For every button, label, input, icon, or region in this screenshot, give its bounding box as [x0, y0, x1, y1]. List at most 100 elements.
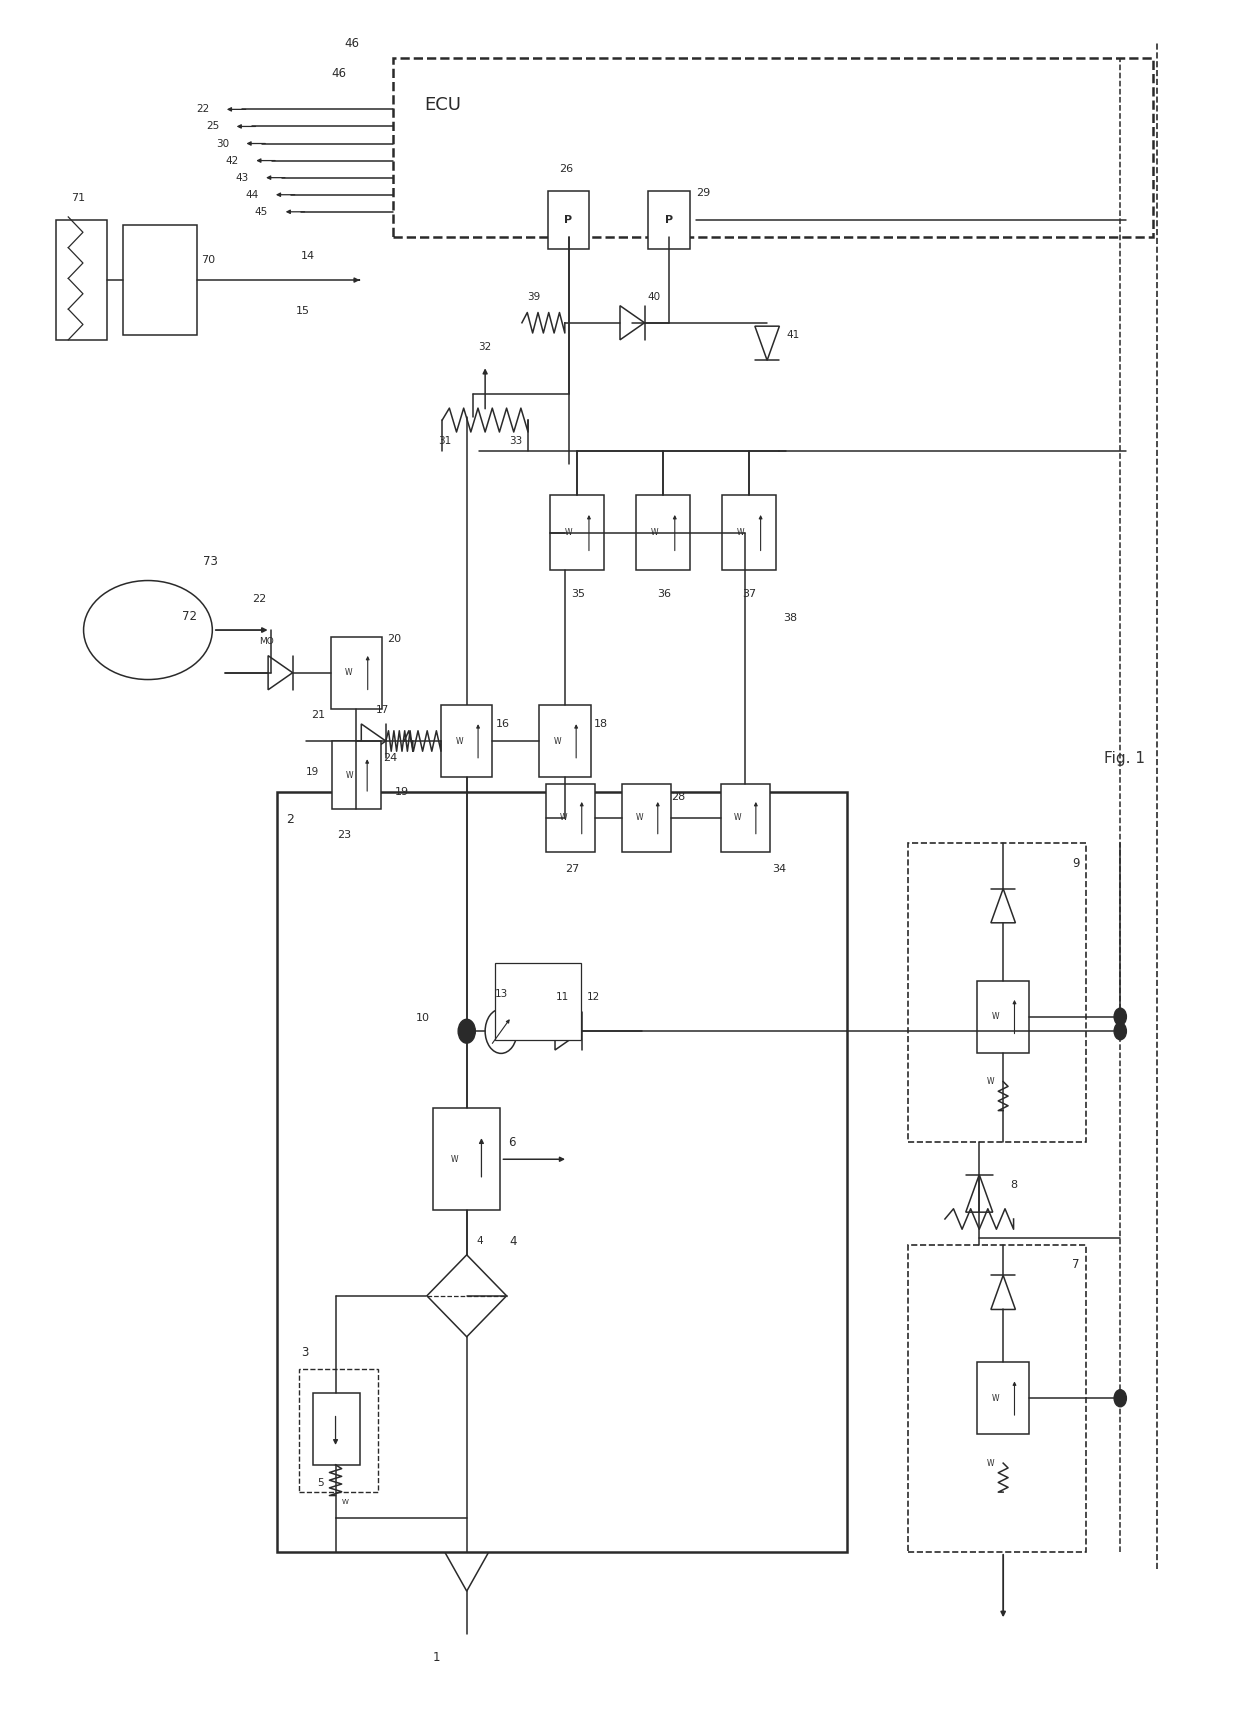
Circle shape	[1114, 1009, 1126, 1026]
Text: W: W	[737, 528, 744, 537]
Text: 15: 15	[296, 306, 310, 317]
Text: 13: 13	[495, 988, 508, 998]
Bar	[441, 706, 492, 776]
Bar	[314, 1392, 360, 1465]
Text: W: W	[987, 1459, 994, 1468]
Text: 41: 41	[786, 330, 800, 339]
Text: 24: 24	[383, 754, 398, 762]
Text: 26: 26	[559, 163, 573, 174]
Text: Fig. 1: Fig. 1	[1105, 750, 1146, 766]
Bar	[393, 59, 1153, 237]
Text: W: W	[565, 528, 573, 537]
Polygon shape	[268, 656, 293, 690]
Bar	[908, 843, 1086, 1143]
Text: 1: 1	[433, 1650, 440, 1664]
Circle shape	[1114, 1022, 1126, 1039]
Text: 34: 34	[773, 864, 786, 874]
Text: 40: 40	[647, 293, 660, 303]
Text: 46: 46	[331, 67, 346, 79]
Polygon shape	[620, 306, 645, 339]
Text: 7: 7	[1073, 1258, 1080, 1272]
Text: W: W	[559, 814, 568, 823]
Text: W: W	[553, 737, 560, 745]
Text: 42: 42	[226, 155, 238, 165]
Text: W: W	[992, 1012, 999, 1021]
Polygon shape	[755, 327, 780, 360]
Text: 45: 45	[255, 207, 268, 217]
Polygon shape	[991, 888, 1016, 922]
Text: 25: 25	[206, 122, 219, 131]
Text: 18: 18	[594, 719, 609, 730]
Polygon shape	[991, 1275, 1016, 1310]
Text: 6: 6	[508, 1136, 516, 1148]
Bar	[722, 496, 776, 570]
Text: 21: 21	[311, 711, 326, 721]
Bar	[636, 496, 689, 570]
Text: 35: 35	[570, 589, 585, 599]
Polygon shape	[966, 1175, 993, 1212]
Bar	[720, 783, 770, 852]
Text: 37: 37	[743, 589, 756, 599]
Text: 2: 2	[286, 812, 294, 826]
Text: 14: 14	[301, 251, 315, 262]
Bar	[332, 742, 381, 809]
Text: 16: 16	[496, 719, 510, 730]
Bar	[299, 1370, 378, 1492]
Bar	[539, 706, 590, 776]
Bar	[551, 496, 604, 570]
Bar	[977, 981, 1029, 1053]
Text: W: W	[987, 1077, 994, 1086]
Text: P: P	[665, 215, 673, 225]
Ellipse shape	[83, 580, 212, 680]
Text: 20: 20	[387, 633, 402, 644]
Text: 19: 19	[306, 768, 320, 776]
Text: 43: 43	[236, 172, 248, 182]
Text: ECU: ECU	[424, 96, 461, 114]
Text: W: W	[651, 528, 658, 537]
Text: 8: 8	[1009, 1181, 1017, 1189]
Bar	[331, 637, 382, 709]
Text: 23: 23	[337, 830, 351, 840]
Polygon shape	[361, 725, 386, 757]
Text: 4: 4	[476, 1236, 484, 1246]
Text: W: W	[455, 737, 463, 745]
Text: 39: 39	[527, 293, 541, 303]
Bar	[124, 225, 197, 334]
Text: 12: 12	[587, 991, 600, 1002]
Circle shape	[485, 1009, 517, 1053]
Text: 73: 73	[203, 556, 218, 568]
Text: 30: 30	[216, 138, 229, 148]
Text: 33: 33	[510, 435, 523, 446]
Text: 19: 19	[396, 786, 409, 797]
Circle shape	[458, 1019, 475, 1043]
Text: 71: 71	[71, 193, 84, 203]
Text: 22: 22	[252, 594, 267, 604]
Text: 9: 9	[1073, 857, 1080, 871]
Text: 27: 27	[565, 864, 579, 874]
Bar	[56, 220, 108, 339]
Text: 22: 22	[196, 105, 210, 114]
Bar	[495, 964, 580, 1039]
Text: 72: 72	[182, 609, 197, 623]
Bar	[649, 191, 689, 250]
Text: W: W	[342, 1499, 348, 1504]
Text: 29: 29	[696, 188, 711, 198]
Polygon shape	[556, 1012, 582, 1050]
Text: MO: MO	[259, 637, 274, 647]
Text: W: W	[734, 814, 742, 823]
Text: 3: 3	[301, 1346, 309, 1360]
Bar	[547, 783, 595, 852]
Text: 11: 11	[557, 991, 569, 1002]
Text: 36: 36	[657, 589, 671, 599]
Bar	[622, 783, 672, 852]
Text: 17: 17	[376, 706, 389, 716]
Text: W: W	[450, 1155, 459, 1163]
Text: 38: 38	[784, 613, 797, 623]
Text: P: P	[564, 215, 573, 225]
Polygon shape	[427, 1255, 507, 1337]
Bar	[548, 191, 589, 250]
Text: 32: 32	[479, 342, 492, 351]
Text: 10: 10	[415, 1012, 430, 1022]
Text: 31: 31	[439, 435, 451, 446]
Text: W: W	[992, 1394, 999, 1403]
